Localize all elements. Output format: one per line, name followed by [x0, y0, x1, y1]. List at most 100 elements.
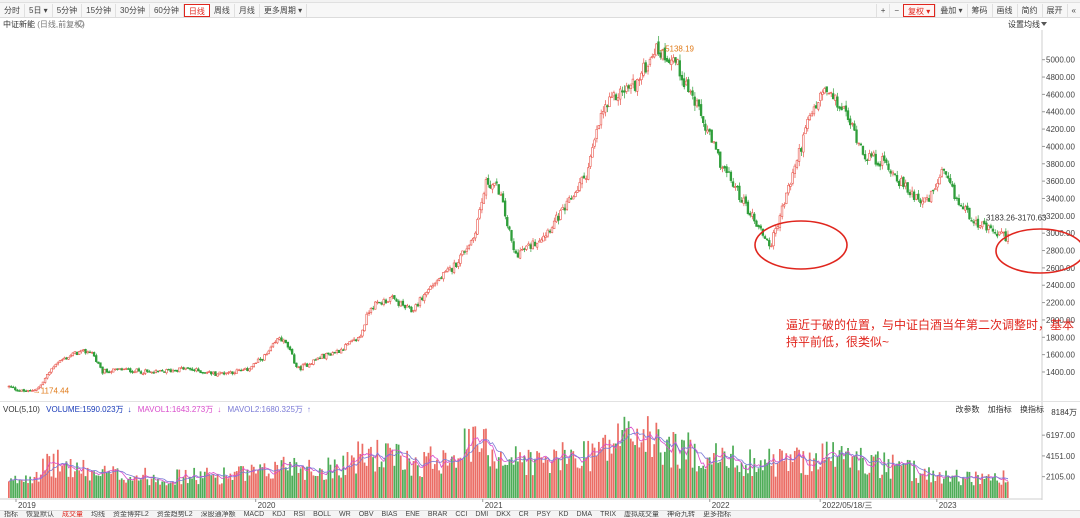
period-button-3[interactable]: 15分钟	[82, 3, 117, 17]
tool-button-1[interactable]: −	[889, 4, 903, 17]
indicator-tab-1[interactable]: 恢复默认	[26, 511, 54, 518]
candle-body	[949, 178, 952, 184]
period-button-0[interactable]: 分时	[0, 3, 25, 17]
time-tick-label: 2022	[712, 501, 730, 510]
indicator-tab-20[interactable]: PSY	[536, 511, 551, 518]
tool-button-6[interactable]: 简约	[1016, 4, 1042, 17]
period-button-2[interactable]: 5分钟	[53, 3, 83, 17]
candle-body	[327, 352, 330, 355]
candle-body	[95, 355, 98, 362]
indicator-tab-8[interactable]: KDJ	[272, 511, 286, 518]
candle-body	[961, 206, 965, 210]
tool-button-7[interactable]: 展开	[1041, 4, 1067, 17]
tool-button-0[interactable]: +	[875, 4, 890, 17]
change-params-button[interactable]: 改参数	[955, 405, 980, 414]
set-ma-button[interactable]: 设置均线	[1008, 20, 1040, 29]
volume-bar	[885, 472, 888, 498]
indicator-tab-19[interactable]: CR	[518, 511, 529, 518]
indicator-tab-25[interactable]: 神奇九转	[667, 511, 696, 518]
period-button-9[interactable]: 更多周期 ▾	[260, 3, 308, 17]
candle-body	[540, 239, 543, 243]
candle-body	[261, 358, 264, 361]
tool-button-5[interactable]: 画线	[991, 4, 1017, 17]
candle-body	[793, 165, 796, 174]
mavol2-line	[8, 431, 1009, 484]
indicator-tab-3[interactable]: 均线	[91, 511, 105, 518]
indicator-tab-17[interactable]: DMI	[475, 511, 489, 518]
volume-bar	[938, 472, 941, 498]
tool-button-4[interactable]: 筹码	[966, 4, 992, 17]
candle-body	[550, 227, 554, 233]
volume-bar	[468, 428, 470, 498]
indicator-tab-14[interactable]: ENE	[405, 511, 420, 518]
indicator-tab-26[interactable]: 更多指标	[703, 511, 732, 518]
indicator-tab-18[interactable]: DKX	[496, 511, 511, 518]
indicator-tab-10[interactable]: BOLL	[313, 511, 332, 518]
volume-bar	[112, 466, 115, 498]
candle-body	[557, 216, 560, 221]
indicator-tab-13[interactable]: BIAS	[381, 511, 398, 518]
price-tick-label: 3600.00	[1046, 177, 1075, 186]
indicator-tab-16[interactable]: CCI	[455, 511, 468, 518]
volume-bar	[908, 460, 911, 498]
indicator-tab-24[interactable]: 虚拟成交量	[624, 511, 660, 518]
swap-indicator-button[interactable]: 换指标	[1020, 405, 1044, 414]
period-button-7[interactable]: 周线	[210, 3, 235, 17]
tool-button-3[interactable]: 叠加 ▾	[935, 4, 966, 17]
period-button-1[interactable]: 5日 ▾	[25, 3, 53, 17]
volume-bar	[538, 452, 541, 498]
volume-bar	[695, 471, 698, 498]
volume-bar	[259, 464, 262, 498]
indicator-tab-2[interactable]: 成交量	[62, 511, 83, 518]
candle-body	[118, 368, 121, 370]
period-button-8[interactable]: 月线	[235, 3, 260, 17]
candle-body	[186, 367, 189, 369]
chevron-down-icon[interactable]	[1041, 22, 1047, 26]
volume-bar	[140, 479, 142, 498]
volume-bar	[563, 449, 566, 498]
period-button-5[interactable]: 60分钟	[150, 3, 184, 17]
volume-bar	[146, 479, 149, 498]
candle-body	[508, 226, 511, 230]
candle-body	[454, 262, 458, 268]
indicator-tab-9[interactable]: RSI	[293, 511, 306, 518]
indicator-tab-5[interactable]: 资金趋势L2	[156, 511, 193, 518]
candle-body	[563, 207, 566, 211]
candle-body	[993, 232, 997, 234]
candle-body	[944, 171, 948, 175]
indicator-tab-6[interactable]: 深股通净额	[200, 511, 236, 518]
candle-body	[957, 198, 960, 205]
tool-button-8[interactable]: «	[1066, 4, 1080, 17]
tool-button-2[interactable]: 复权 ▾	[903, 4, 936, 17]
candle-body	[171, 369, 175, 373]
candle-body	[269, 346, 273, 351]
indicator-tab-23[interactable]: TRIX	[600, 511, 617, 518]
price-tick-label: 1600.00	[1046, 351, 1075, 360]
indicator-tab-4[interactable]: 资金博弈L2	[113, 511, 149, 518]
indicator-tab-11[interactable]: WR	[339, 511, 351, 518]
period-button-4[interactable]: 30分钟	[116, 3, 150, 17]
candle-body	[753, 213, 756, 222]
candle-body	[152, 372, 155, 374]
indicator-tab-15[interactable]: BRAR	[427, 511, 448, 518]
volume-bar	[105, 472, 108, 498]
volume-bar	[76, 462, 78, 498]
indicator-tab-21[interactable]: KD	[558, 511, 569, 518]
volume-bar	[962, 477, 964, 498]
add-indicator-button[interactable]: 加指标	[987, 405, 1012, 414]
candle-body	[684, 80, 688, 86]
candle-body	[987, 225, 990, 230]
indicator-tab-12[interactable]: OBV	[358, 511, 374, 518]
period-button-6[interactable]: 日线	[183, 3, 210, 17]
candle-body	[150, 371, 153, 374]
volume-bar	[269, 478, 272, 498]
gear-icon[interactable]	[77, 20, 84, 27]
indicator-tab-7[interactable]: MACD	[243, 511, 265, 518]
volume-bar	[197, 484, 200, 498]
indicator-tab-0[interactable]: 指标	[4, 511, 18, 518]
volume-bar	[600, 449, 602, 498]
indicator-tab-22[interactable]: DMA	[576, 511, 593, 518]
volume-bar	[427, 452, 430, 498]
volume-bar	[318, 468, 321, 498]
